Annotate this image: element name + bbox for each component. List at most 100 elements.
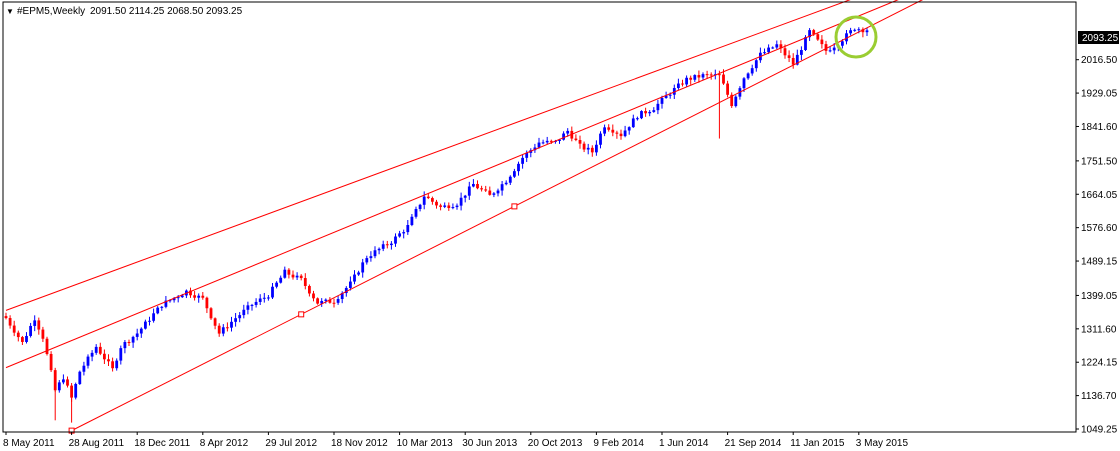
candle-bull	[492, 193, 496, 195]
candle-bear	[189, 290, 192, 296]
header-arrow-icon: ▼	[6, 7, 14, 16]
time-tick-label: 8 May 2011	[3, 438, 55, 449]
candle-bear	[488, 190, 492, 195]
candle-bull	[320, 300, 324, 304]
candle-bull	[754, 60, 758, 69]
candle-bear	[582, 143, 586, 150]
symbol-label: #EPM5,Weekly	[17, 6, 85, 17]
candle-bear	[385, 244, 389, 246]
candle-bear	[615, 132, 619, 134]
price-tick-label: 1664.05	[1081, 190, 1118, 201]
candle-bull	[595, 144, 598, 153]
time-tick-label: 29 Jul 2012	[265, 438, 317, 449]
candle-bull	[119, 348, 123, 361]
candle-bull	[381, 244, 385, 249]
candle-bull	[180, 295, 184, 298]
candle-bull	[230, 321, 233, 328]
candle-bear	[209, 308, 213, 319]
candle-bear	[8, 318, 12, 326]
candle-bull	[472, 183, 475, 187]
candle-bull	[82, 365, 86, 372]
candle-bull	[254, 301, 258, 305]
candle-bull	[513, 171, 516, 177]
candle-bear	[697, 75, 701, 78]
candle-bull	[246, 305, 250, 310]
time-axis: 8 May 2011 28 Aug 2011 18 Dec 2011 8 Apr 20…	[3, 432, 908, 449]
candle-bull	[279, 277, 283, 283]
candle-bull	[677, 83, 680, 89]
price-tick-label: 1751.50	[1081, 156, 1118, 167]
candle-bull	[394, 236, 397, 244]
time-tick-label: 18 Dec 2011	[134, 438, 190, 449]
candle-bull	[459, 197, 463, 206]
ohlc-values: 2091.50 2114.25 2068.50 2093.25	[90, 6, 243, 17]
candle-bear	[812, 30, 816, 35]
candle-bull	[533, 147, 537, 151]
candle-bull	[742, 78, 746, 89]
candle-bear	[619, 133, 623, 137]
candle-bull	[865, 30, 869, 33]
candle-bear	[435, 201, 438, 206]
candle-bull	[353, 274, 356, 282]
candle-bull	[800, 50, 803, 55]
price-tick-label: 1576.60	[1081, 223, 1118, 234]
candle-bull	[525, 152, 529, 158]
time-tick-label: 21 Sep 2014	[725, 438, 782, 449]
candle-bull	[242, 309, 246, 316]
candle-bull	[164, 300, 168, 307]
time-tick-label: 3 May 2015	[856, 438, 909, 449]
candle-bull	[238, 315, 242, 319]
highlight-circle	[834, 15, 878, 59]
candle-bull	[664, 95, 668, 98]
candle-bull	[685, 77, 688, 85]
candle-bull	[115, 360, 119, 369]
price-tick-label: 1489.15	[1081, 257, 1118, 268]
candle-bull	[672, 88, 676, 95]
trendline[interactable]	[5, 0, 990, 369]
candle-bear	[816, 34, 820, 40]
current-price-box	[1078, 31, 1119, 44]
candle-bull	[734, 96, 738, 107]
candle-bear	[861, 29, 865, 33]
candle-bull	[545, 140, 549, 143]
candle-bull	[295, 275, 299, 278]
candle-bull	[357, 272, 360, 275]
candle-bull	[636, 118, 639, 120]
time-tick-label: 10 Mar 2013	[397, 438, 454, 449]
trendline-anchor-handle[interactable]	[511, 203, 518, 210]
candle-bull	[29, 325, 32, 336]
time-tick-label: 18 Nov 2012	[331, 438, 388, 449]
candle-bull	[463, 195, 467, 198]
candle-bull	[361, 262, 365, 273]
candle-bear	[107, 359, 110, 362]
time-tick-label: 11 Jan 2015	[790, 438, 845, 449]
trendline[interactable]	[5, 0, 990, 311]
candle-bull	[418, 204, 422, 210]
candle-bull	[627, 127, 631, 131]
candle-bull	[467, 186, 471, 196]
candle-bull	[373, 250, 377, 257]
trendline-anchor-handle[interactable]	[298, 311, 305, 318]
price-tick-label: 1929.05	[1081, 89, 1118, 100]
candle-bull	[176, 297, 180, 299]
candle-bull	[652, 110, 656, 112]
candle-bear	[718, 74, 721, 76]
candle-bear	[328, 299, 332, 303]
candle-bull	[451, 207, 455, 209]
candle-bear	[213, 318, 217, 326]
candle-bull	[500, 184, 504, 191]
candle-bull	[410, 216, 414, 225]
candle-bull	[156, 307, 160, 314]
candle-bull	[853, 29, 857, 31]
candle-bull	[168, 300, 172, 302]
candle-bull	[94, 346, 98, 353]
price-tick-label: 1049.25	[1081, 425, 1118, 436]
candle-bear	[287, 269, 291, 275]
candle-bear	[4, 316, 8, 319]
candle-bear	[98, 346, 102, 354]
candle-bull	[160, 306, 164, 308]
candle-bear	[578, 140, 582, 144]
candle-bear	[291, 274, 295, 278]
